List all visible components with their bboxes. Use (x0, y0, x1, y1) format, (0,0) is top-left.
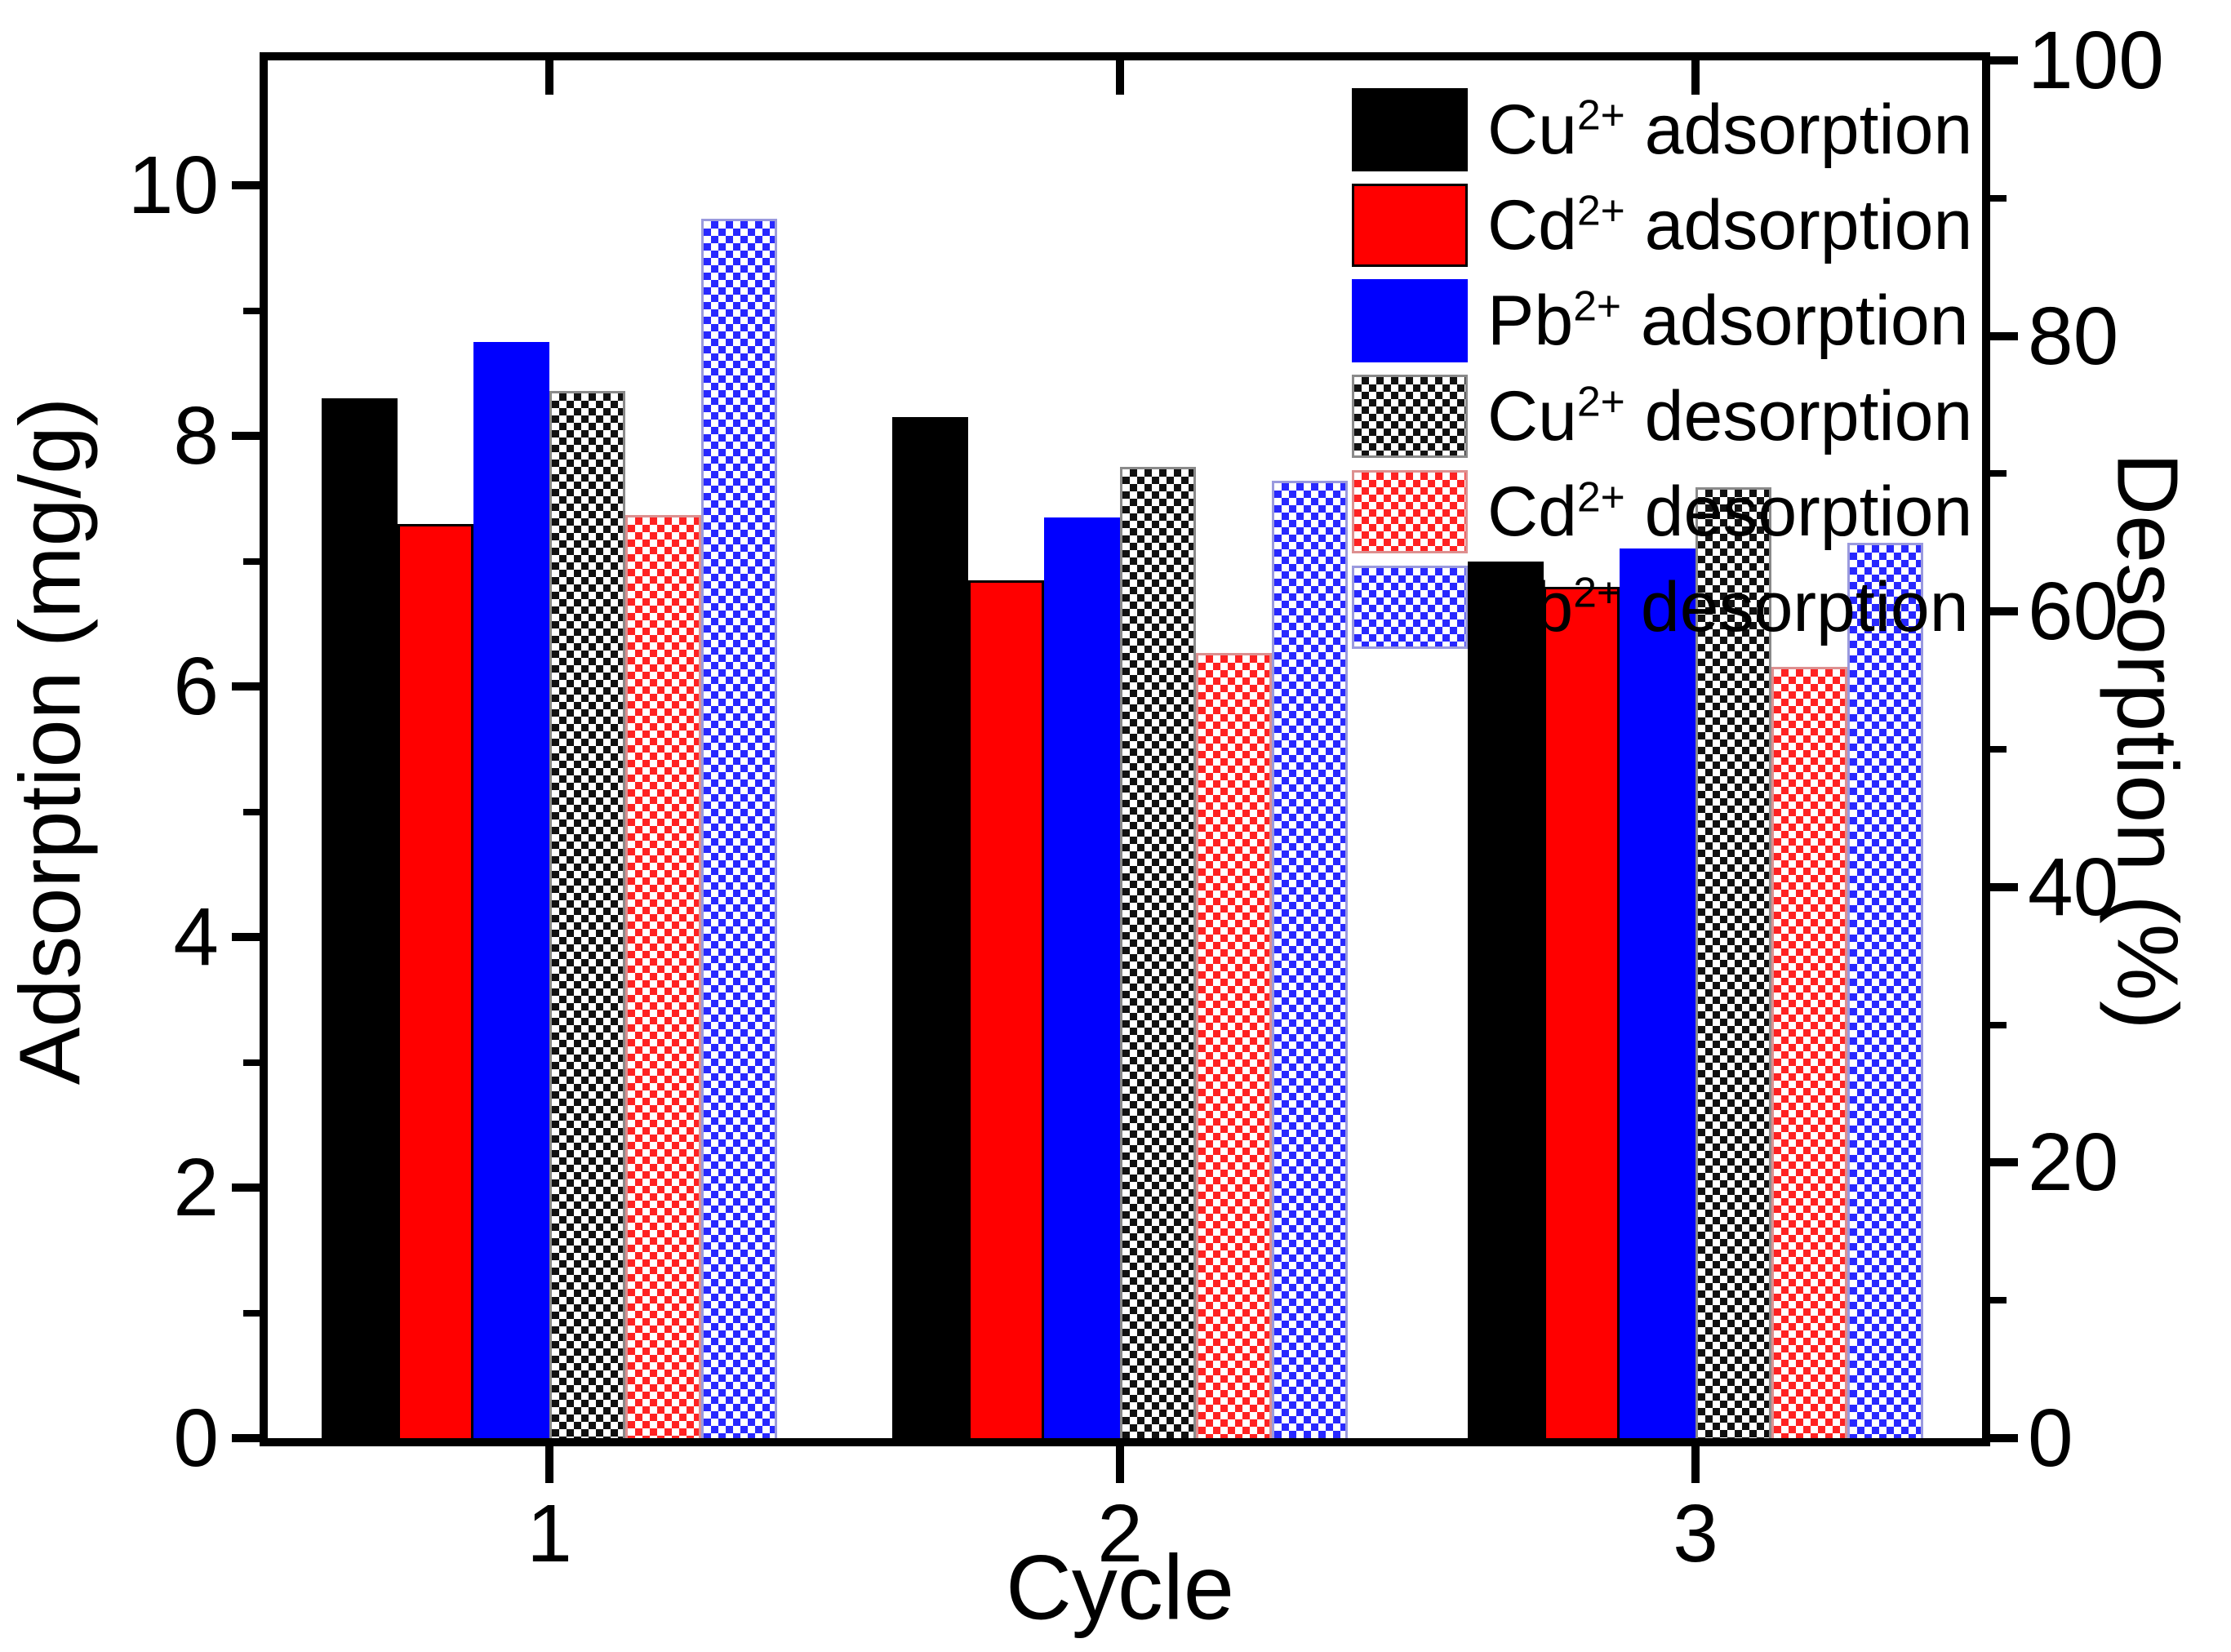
y-left-major-tick (232, 432, 260, 441)
y-right-major-tick (1990, 56, 2018, 64)
y-right-tick-label: 100 (2028, 15, 2164, 106)
bar-pb-desorption-cycle-3 (1847, 542, 1923, 1438)
y-left-major-tick (232, 181, 260, 190)
y-left-tick-label: 6 (173, 641, 219, 733)
legend-row-cu-adsorption: Cu2+ adsorption (1352, 88, 1972, 171)
legend: Cu2+ adsorption Cd2+ adsorption Pb2+ adsor… (1352, 88, 1972, 649)
y-right-minor-tick (1990, 746, 2007, 753)
y-right-major-tick (1990, 607, 2018, 616)
y-right-tick-label: 20 (2028, 1117, 2119, 1209)
legend-swatch-pb-adsorption (1352, 279, 1468, 362)
y-right-minor-tick (1990, 470, 2007, 477)
x-top-tick (545, 60, 553, 95)
y-right-tick-label: 40 (2028, 841, 2119, 933)
y-left-tick-label: 8 (173, 390, 219, 482)
y-right-minor-tick (1990, 194, 2007, 202)
x-bottom-tick (1116, 1446, 1124, 1483)
y-left-minor-tick (243, 1059, 260, 1066)
legend-row-cd-adsorption: Cd2+ adsorption (1352, 184, 1972, 267)
y-right-tick-label: 60 (2028, 566, 2119, 658)
bar-cu-desorption-cycle-2 (1120, 466, 1196, 1438)
x-bottom-tick (1691, 1446, 1700, 1483)
bar-cu-desorption-cycle-1 (549, 391, 625, 1438)
legend-label-pb-desorption: Pb2+ desorption (1487, 568, 1969, 646)
bar-pb-adsorption-cycle-3 (1620, 548, 1695, 1438)
y-left-major-tick (232, 682, 260, 691)
x-axis-label: Cycle (1005, 1536, 1235, 1639)
y-right-tick-label: 80 (2028, 290, 2119, 382)
y-left-major-tick (232, 1183, 260, 1192)
legend-swatch-cu-desorption (1352, 375, 1468, 458)
y-left-minor-tick (243, 1309, 260, 1317)
bar-cu-adsorption-cycle-2 (892, 417, 968, 1438)
bar-cd-desorption-cycle-2 (1196, 652, 1272, 1438)
legend-label-cu-desorption: Cu2+ desorption (1487, 377, 1973, 455)
legend-swatch-cu-adsorption (1352, 88, 1468, 171)
y-left-minor-tick (243, 557, 260, 565)
plot-area: 0 2 4 6 8 10 0 20 40 60 80 100 1 2 3 (128, 16, 2164, 1579)
legend-label-cd-adsorption: Cd2+ adsorption (1487, 186, 1973, 264)
bar-cu-desorption-cycle-3 (1695, 487, 1771, 1438)
bar-cu-adsorption-cycle-1 (322, 398, 398, 1438)
bar-pb-desorption-cycle-2 (1272, 480, 1348, 1438)
y-right-major-tick (1990, 1158, 2018, 1167)
legend-swatch-pb-desorption (1352, 566, 1468, 649)
bar-cd-adsorption-cycle-2 (968, 580, 1044, 1438)
bar-pb-desorption-cycle-1 (701, 219, 777, 1438)
y-right-major-tick (1990, 331, 2018, 340)
bar-cd-desorption-cycle-3 (1771, 666, 1847, 1438)
y-left-tick-label: 10 (127, 140, 219, 232)
y-right-axis-label: Desorption (%) (2099, 452, 2196, 1030)
bar-cd-adsorption-cycle-3 (1544, 586, 1620, 1438)
y-left-tick-label: 2 (173, 1142, 219, 1234)
legend-label-cu-adsorption: Cu2+ adsorption (1487, 91, 1973, 169)
y-right-minor-tick (1990, 1297, 2007, 1304)
legend-row-pb-desorption: Pb2+ desorption (1352, 566, 1972, 649)
x-tick-label: 1 (527, 1488, 572, 1579)
bar-cu-adsorption-cycle-3 (1468, 561, 1544, 1438)
legend-swatch-cd-desorption (1352, 470, 1468, 553)
plot-frame: 0 2 4 6 8 10 0 20 40 60 80 100 1 2 3 Cu2+ adsorption Cd… (128, 16, 2164, 1579)
bar-cd-adsorption-cycle-1 (398, 523, 473, 1438)
x-tick-label: 3 (1673, 1488, 1718, 1579)
y-right-major-tick (1990, 882, 2018, 891)
legend-swatch-cd-adsorption (1352, 184, 1468, 267)
bar-pb-adsorption-cycle-1 (473, 342, 549, 1438)
y-left-major-tick (232, 1434, 260, 1442)
bar-pb-adsorption-cycle-2 (1044, 517, 1120, 1438)
x-top-tick (1691, 60, 1700, 95)
y-right-tick-label: 0 (2028, 1392, 2073, 1484)
y-left-tick-label: 0 (173, 1392, 219, 1484)
legend-label-pb-adsorption: Pb2+ adsorption (1487, 282, 1969, 360)
y-left-minor-tick (243, 307, 260, 314)
y-left-tick-label: 4 (173, 891, 219, 984)
legend-row-pb-adsorption: Pb2+ adsorption (1352, 279, 1972, 362)
legend-row-cd-desorption: Cd2+ desorption (1352, 470, 1972, 553)
y-left-minor-tick (243, 808, 260, 815)
legend-row-cu-desorption: Cu2+ desorption (1352, 375, 1972, 458)
x-tick-label: 2 (1097, 1488, 1143, 1579)
x-top-tick (1116, 60, 1124, 95)
y-right-minor-tick (1990, 1021, 2007, 1028)
y-right-major-tick (1990, 1434, 2018, 1442)
y-left-major-tick (232, 933, 260, 942)
bar-cd-desorption-cycle-1 (625, 515, 701, 1438)
x-bottom-tick (545, 1446, 553, 1483)
legend-label-cd-desorption: Cd2+ desorption (1487, 473, 1973, 551)
